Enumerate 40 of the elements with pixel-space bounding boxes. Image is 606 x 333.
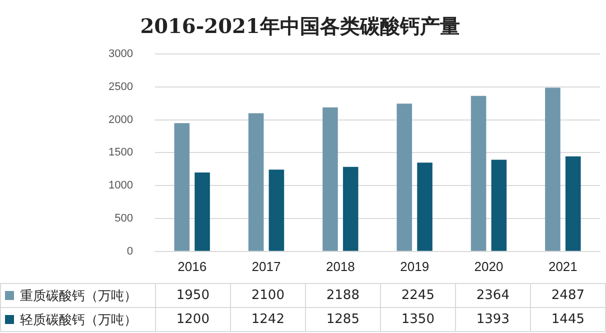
data-label: 1350 (380, 308, 456, 332)
data-label: 1200 (155, 308, 230, 332)
x-tick-label: 2017 (252, 258, 281, 274)
data-label: 2188 (305, 284, 380, 308)
bar (342, 166, 358, 251)
x-tick-label: 2020 (474, 258, 504, 274)
bar (322, 107, 338, 251)
bar (396, 104, 412, 251)
bar (194, 172, 210, 251)
data-label: 2245 (380, 284, 456, 308)
data-label: 1285 (305, 308, 380, 332)
legend-label: 轻质碳酸钙（万吨） (20, 312, 137, 328)
y-tick-label: 500 (114, 212, 133, 225)
chart-title: 2016-2021年中国各类碳酸钙产量 (140, 14, 460, 38)
x-tick-label: 2021 (548, 258, 578, 274)
x-tick-label: 2016 (178, 258, 207, 274)
y-tick-label: 2500 (108, 80, 133, 93)
data-label: 2487 (530, 284, 606, 308)
y-tick-label: 2000 (108, 114, 133, 126)
y-tick-label: 0 (126, 245, 133, 258)
data-label: 1393 (455, 308, 530, 332)
bar (470, 96, 486, 251)
bar (417, 162, 432, 251)
bar (491, 160, 507, 251)
bar (248, 113, 264, 251)
x-tick-label: 2019 (400, 258, 430, 274)
data-label: 1950 (155, 284, 230, 308)
data-label: 2100 (230, 284, 306, 308)
x-tick-label: 2018 (326, 258, 355, 274)
y-tick-label: 1000 (108, 180, 133, 192)
bar (174, 123, 190, 251)
data-label: 1445 (530, 308, 606, 332)
data-label: 2364 (455, 284, 530, 308)
bar (565, 156, 581, 251)
y-tick-label: 1500 (108, 146, 133, 159)
y-tick-label: 3000 (108, 48, 133, 60)
bar (545, 88, 560, 251)
legend-label: 重质碳酸钙（万吨） (20, 288, 137, 304)
bar (268, 170, 284, 251)
data-label: 1242 (230, 308, 306, 332)
